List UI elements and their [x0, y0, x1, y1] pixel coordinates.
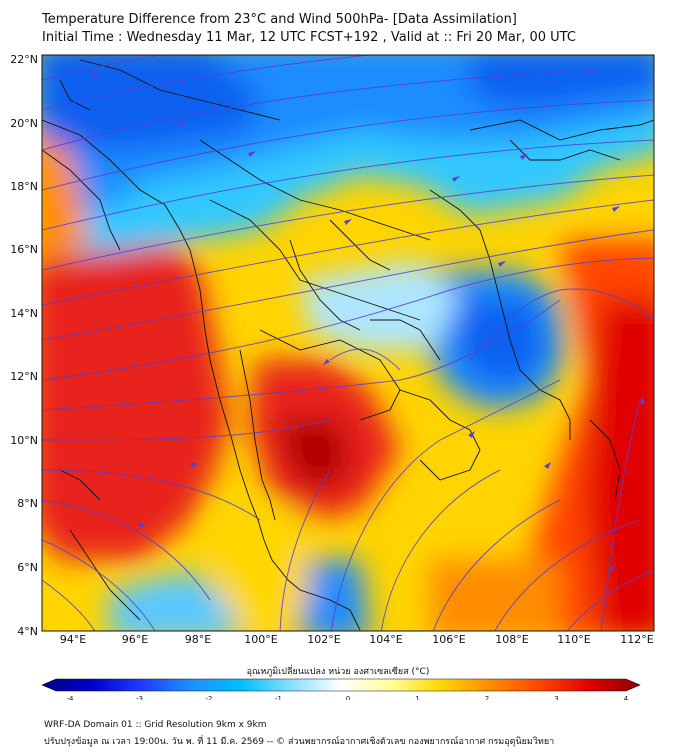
lon-tick-label: 108°E	[495, 633, 528, 646]
lat-tick-label: 12°N	[10, 370, 38, 383]
colorbar-title: อุณหภูมิเปลี่ยนแปลง หน่วย องศาเซลเซียส (…	[246, 667, 430, 677]
coastlines	[42, 59, 654, 631]
colorbar-tick-label: -4	[67, 695, 75, 700]
map-title: Temperature Difference from 23°C and Win…	[42, 12, 517, 27]
lon-tick-label: 104°E	[369, 633, 402, 646]
colorbar-tick-label: 4	[624, 695, 629, 700]
lon-tick-label: 112°E	[620, 633, 653, 646]
colorbar-tick-label: -2	[206, 695, 213, 700]
colorbar-tick-label: 3	[554, 695, 558, 700]
plot-frame	[41, 54, 655, 632]
colorbar-tick-label: -1	[275, 695, 282, 700]
lat-tick-label: 10°N	[10, 434, 38, 447]
colorbar-ticks: -4 -3 -2 -1 0 1 2 3 4	[67, 695, 629, 700]
colorbar: -4 -3 -2 -1 0 1 2 3 4	[41, 678, 641, 700]
longitude-labels: 94°E 96°E 98°E 100°E 102°E 104°E 106°E 1…	[60, 633, 654, 646]
colorbar-tick-label: -3	[136, 695, 143, 700]
latitude-labels: 4°N 6°N 8°N 10°N 12°N 14°N 16°N 18°N 20°…	[10, 53, 38, 638]
lon-tick-label: 110°E	[557, 633, 590, 646]
footer-credit: ปรับปรุงข้อมูล ณ เวลา 19:00น. วัน พ. ที่…	[44, 737, 555, 747]
wind-streamlines	[42, 55, 654, 631]
lat-tick-label: 6°N	[17, 561, 38, 574]
lat-tick-label: 16°N	[10, 243, 38, 256]
lat-tick-label: 22°N	[10, 53, 38, 66]
colorbar-tick-label: 2	[485, 695, 489, 700]
footer-model-info: WRF-DA Domain 01 :: Grid Resolution 9km …	[44, 720, 267, 730]
map-subtitle: Initial Time : Wednesday 11 Mar, 12 UTC …	[42, 30, 576, 45]
colorbar-tick-label: 1	[415, 695, 419, 700]
lat-tick-label: 4°N	[17, 625, 38, 638]
colorbar-tick-label: 0	[346, 695, 350, 700]
lat-tick-label: 20°N	[10, 117, 38, 130]
lon-tick-label: 94°E	[60, 633, 86, 646]
lat-tick-label: 14°N	[10, 307, 38, 320]
lat-tick-label: 18°N	[10, 180, 38, 193]
colorbar-bar	[41, 678, 641, 692]
weather-map: 94°E 96°E 98°E 100°E 102°E 104°E 106°E 1…	[10, 53, 655, 700]
lat-tick-label: 8°N	[17, 497, 38, 510]
lon-tick-label: 96°E	[122, 633, 148, 646]
lon-tick-label: 106°E	[432, 633, 465, 646]
lon-tick-label: 100°E	[244, 633, 277, 646]
lon-tick-label: 98°E	[185, 633, 211, 646]
temperature-field	[42, 55, 654, 631]
wind-arrowheads	[92, 72, 645, 571]
lon-tick-label: 102°E	[307, 633, 340, 646]
